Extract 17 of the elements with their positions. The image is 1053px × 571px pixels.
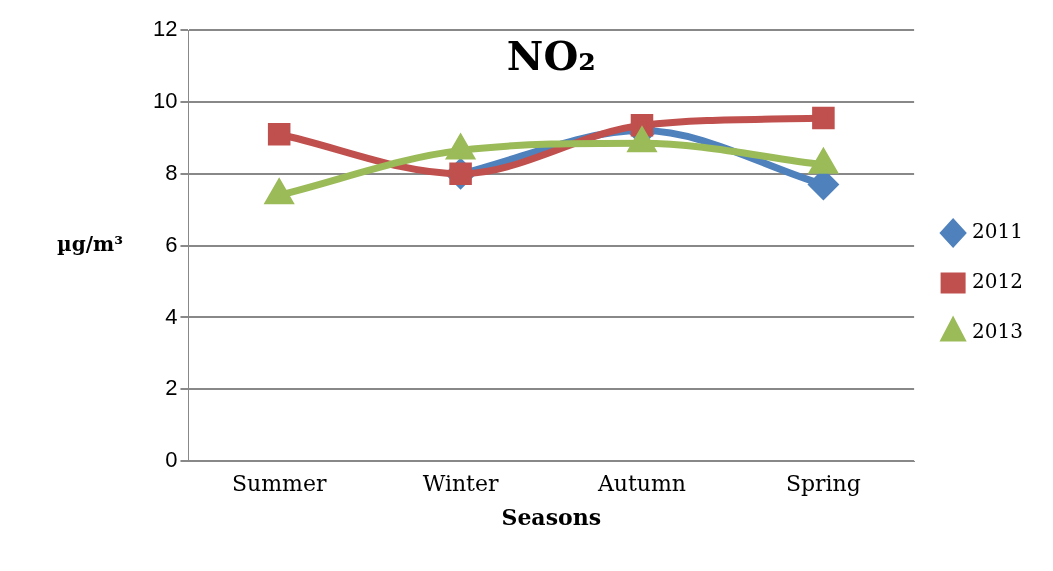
y-tick-label: 10 [152, 87, 178, 113]
y-tick-label: 0 [165, 447, 178, 473]
x-tick-label: Autumn [596, 471, 687, 497]
x-tick-label: Spring [785, 471, 861, 497]
y-tick-label: 12 [152, 16, 178, 42]
y-tick-label: 8 [165, 159, 178, 185]
x-tick-label: Summer [231, 471, 327, 497]
y-tick-label: 2 [165, 375, 178, 401]
y-axis-title: µg/m³ [57, 231, 123, 256]
legend-label: 2013 [972, 319, 1024, 344]
legend-label: 2012 [972, 269, 1024, 294]
x-tick-label: Winter [422, 471, 499, 497]
chart-title: NO₂ [506, 32, 596, 80]
legend-label: 2011 [972, 219, 1024, 244]
x-axis-title: Seasons [501, 503, 602, 530]
y-tick-label: 4 [165, 303, 178, 329]
y-tick-label: 6 [165, 231, 178, 257]
